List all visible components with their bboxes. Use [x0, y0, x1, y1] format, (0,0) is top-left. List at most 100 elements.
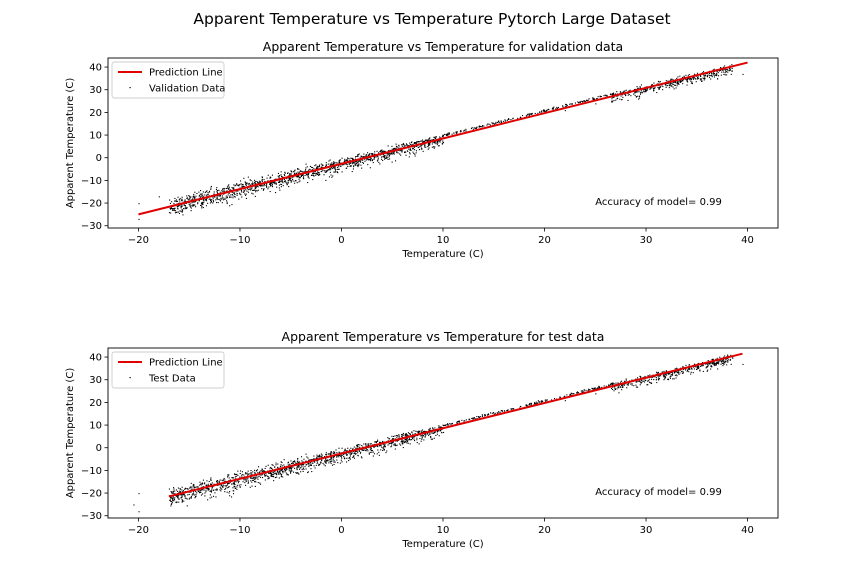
scatter-point — [379, 444, 381, 446]
scatter-point — [401, 434, 403, 436]
scatter-point — [566, 105, 568, 107]
scatter-point — [586, 99, 588, 101]
scatter-point — [193, 485, 195, 487]
scatter-point — [298, 461, 300, 463]
scatter-point — [720, 360, 722, 362]
scatter-point — [654, 376, 656, 378]
scatter-point — [233, 482, 235, 484]
scatter-point — [315, 164, 317, 166]
scatter-point — [305, 460, 307, 462]
scatter-point — [713, 76, 715, 78]
scatter-point — [189, 196, 191, 198]
scatter-point — [304, 170, 306, 172]
scatter-point — [313, 173, 315, 175]
scatter-point — [440, 140, 442, 142]
scatter-point — [187, 494, 189, 496]
scatter-point — [389, 438, 391, 440]
scatter-point — [722, 69, 724, 71]
scatter-point — [270, 474, 272, 476]
scatter-point — [254, 186, 256, 188]
scatter-point — [227, 185, 229, 187]
scatter-point — [357, 452, 359, 454]
scatter-point — [717, 368, 719, 370]
scatter-point — [298, 176, 300, 178]
scatter-point — [592, 388, 594, 390]
scatter-point — [265, 183, 267, 185]
scatter-point — [280, 171, 282, 173]
scatter-point — [673, 88, 675, 90]
scatter-point — [210, 491, 212, 493]
scatter-point — [277, 181, 279, 183]
scatter-point — [216, 480, 218, 482]
scatter-point — [694, 363, 696, 365]
scatter-point — [370, 160, 372, 162]
scatter-point — [526, 404, 528, 406]
scatter-point — [199, 194, 201, 196]
scatter-point — [585, 389, 587, 391]
scatter-point — [686, 79, 688, 81]
scatter-point — [626, 387, 628, 389]
scatter-point — [644, 381, 646, 383]
scatter-point — [595, 388, 597, 390]
scatter-point — [490, 412, 492, 414]
scatter-point — [685, 369, 687, 371]
scatter-point — [207, 499, 209, 501]
scatter-point — [401, 441, 403, 443]
scatter-point — [640, 379, 642, 381]
scatter-point — [362, 449, 364, 451]
scatter-point — [350, 447, 352, 449]
scatter-point — [543, 109, 545, 111]
scatter-point — [210, 200, 212, 202]
scatter-point — [250, 470, 252, 472]
scatter-point — [404, 441, 406, 443]
scatter-point — [433, 146, 435, 148]
scatter-point — [726, 71, 728, 73]
scatter-point — [719, 356, 721, 358]
scatter-point — [645, 89, 647, 91]
scatter-point — [579, 101, 581, 103]
scatter-point — [570, 392, 572, 394]
scatter-point — [224, 485, 226, 487]
scatter-point — [703, 75, 705, 77]
scatter-point — [380, 449, 382, 451]
scatter-point — [278, 176, 280, 178]
scatter-point — [728, 67, 730, 69]
scatter-point — [179, 490, 181, 492]
scatter-point — [261, 184, 263, 186]
scatter-point — [345, 457, 347, 459]
scatter-point — [583, 389, 585, 391]
scatter-point — [475, 127, 477, 129]
scatter-point — [726, 360, 728, 362]
scatter-point — [446, 134, 448, 136]
scatter-point — [439, 141, 441, 143]
scatter-point — [224, 479, 226, 481]
scatter-point — [702, 362, 704, 364]
scatter-point — [293, 171, 295, 173]
scatter-point — [393, 153, 395, 155]
scatter-point — [672, 378, 674, 380]
scatter-point — [301, 464, 303, 466]
scatter-point — [595, 103, 597, 105]
scatter-point — [718, 75, 720, 77]
scatter-point — [280, 470, 282, 472]
scatter-point — [288, 468, 290, 470]
scatter-point — [435, 138, 437, 140]
scatter-point — [428, 429, 430, 431]
scatter-point — [713, 361, 715, 363]
scatter-point — [374, 441, 376, 443]
scatter-point — [336, 459, 338, 461]
scatter-point — [386, 450, 388, 452]
scatter-point — [378, 152, 380, 154]
scatter-point — [373, 158, 375, 160]
scatter-point — [173, 207, 175, 209]
scatter-point — [622, 386, 624, 388]
scatter-point — [464, 420, 466, 422]
scatter-point — [651, 376, 653, 378]
scatter-point — [687, 370, 689, 372]
scatter-point — [254, 478, 256, 480]
scatter-point — [286, 183, 288, 185]
y-tick-label: −30 — [81, 511, 102, 522]
scatter-point — [177, 196, 179, 198]
scatter-point — [395, 444, 397, 446]
scatter-point — [540, 400, 542, 402]
